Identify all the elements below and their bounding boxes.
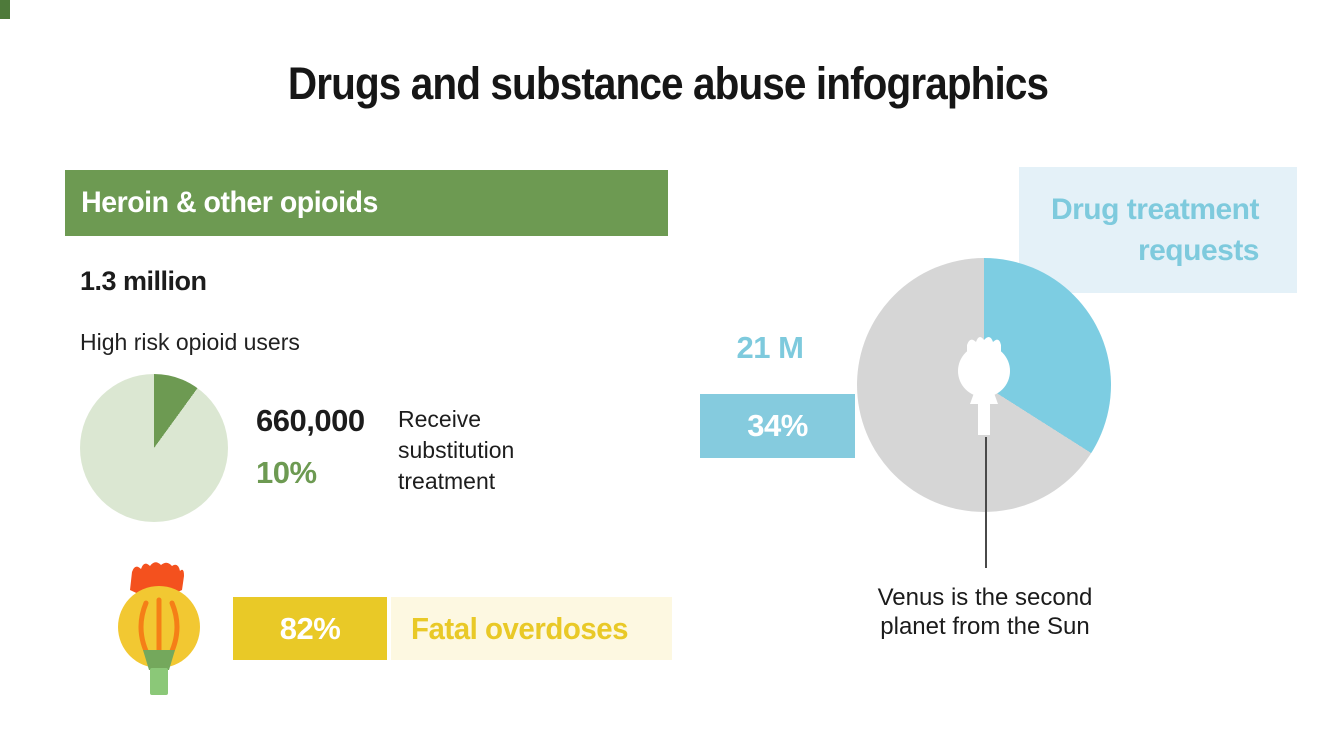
poppy-silhouette-icon — [958, 336, 1010, 435]
overdose-percent-badge: 82% — [233, 597, 387, 660]
callout-line — [985, 437, 987, 568]
corner-accent — [0, 0, 10, 19]
substitution-treatment-pie-chart — [80, 374, 228, 522]
substitution-label: Receive substitution treatment — [398, 406, 515, 494]
heroin-section-banner: Heroin & other opioids — [65, 170, 668, 236]
heroin-section-title: Heroin & other opioids — [81, 186, 378, 219]
treatment-requests-pie-chart — [857, 258, 1111, 512]
page-title: Drugs and substance abuse infographics — [287, 58, 1049, 109]
treatment-percent: 34% — [747, 408, 808, 443]
drug-treatment-requests-line2: requests — [1137, 234, 1260, 267]
drug-treatment-requests-line1: Drug treatment — [1050, 193, 1260, 226]
overdose-label-box: Fatal overdoses — [391, 597, 672, 660]
high-risk-users-label: High risk opioid users — [80, 329, 300, 355]
caption-line2: planet from the Sun — [880, 613, 1090, 640]
substitution-percent: 10% — [256, 455, 317, 490]
overdose-label: Fatal overdoses — [410, 610, 629, 646]
overdose-percent: 82% — [279, 610, 341, 646]
high-risk-users-value: 1.3 million — [80, 266, 207, 296]
caption: Venus is the second planet from the Sun — [835, 583, 1135, 641]
substitution-count: 660,000 — [256, 403, 365, 438]
drug-treatment-requests-box: Drug treatment requests — [1019, 167, 1297, 293]
poppy-icon — [118, 562, 200, 695]
treatment-requests-value: 21 M — [736, 330, 804, 365]
treatment-percent-badge: 34% — [700, 394, 855, 458]
caption-line1: Venus is the second — [877, 584, 1093, 611]
